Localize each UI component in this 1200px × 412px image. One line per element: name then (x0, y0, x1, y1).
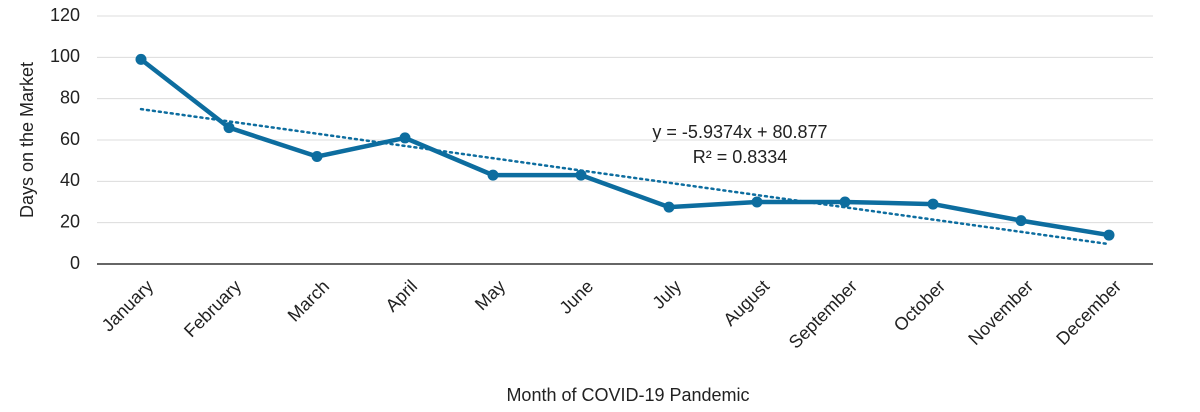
y-tick-label: 120 (50, 5, 80, 25)
x-tick-label: May (471, 276, 509, 314)
x-tick-label: November (964, 276, 1037, 349)
data-point (135, 53, 147, 65)
data-point (311, 151, 323, 163)
data-point (839, 196, 851, 208)
data-point (927, 198, 939, 210)
y-tick-label: 100 (50, 46, 80, 66)
x-tick-label: February (180, 276, 245, 341)
data-point (575, 169, 587, 181)
y-tick-label: 80 (60, 87, 80, 107)
y-axis-title: Days on the Market (17, 62, 37, 218)
data-point (399, 132, 411, 144)
y-tick-label: 40 (60, 170, 80, 190)
data-point (751, 196, 763, 208)
data-point (487, 169, 499, 181)
x-axis-title: Month of COVID-19 Pandemic (506, 385, 749, 405)
trendline (139, 107, 1111, 246)
x-tick-label: June (555, 276, 597, 318)
y-tick-label: 20 (60, 211, 80, 231)
data-point (1103, 229, 1115, 241)
x-tick-label: March (284, 276, 334, 326)
data-point (223, 122, 235, 134)
x-tick-label: August (719, 276, 773, 330)
data-point (663, 201, 675, 213)
x-tick-label: December (1052, 276, 1125, 349)
x-tick-label: October (890, 276, 949, 335)
y-tick-label: 0 (70, 253, 80, 273)
y-tick-label: 60 (60, 129, 80, 149)
trendline-r2: R² = 0.8334 (693, 147, 788, 167)
x-tick-label: April (382, 276, 422, 316)
x-tick-label: July (648, 276, 685, 313)
trendline-equation: y = -5.9374x + 80.877 (652, 122, 827, 142)
x-tick-label: January (98, 276, 157, 335)
data-point (1015, 215, 1027, 227)
data-line (139, 57, 1110, 238)
x-tick-label: September (785, 276, 861, 352)
